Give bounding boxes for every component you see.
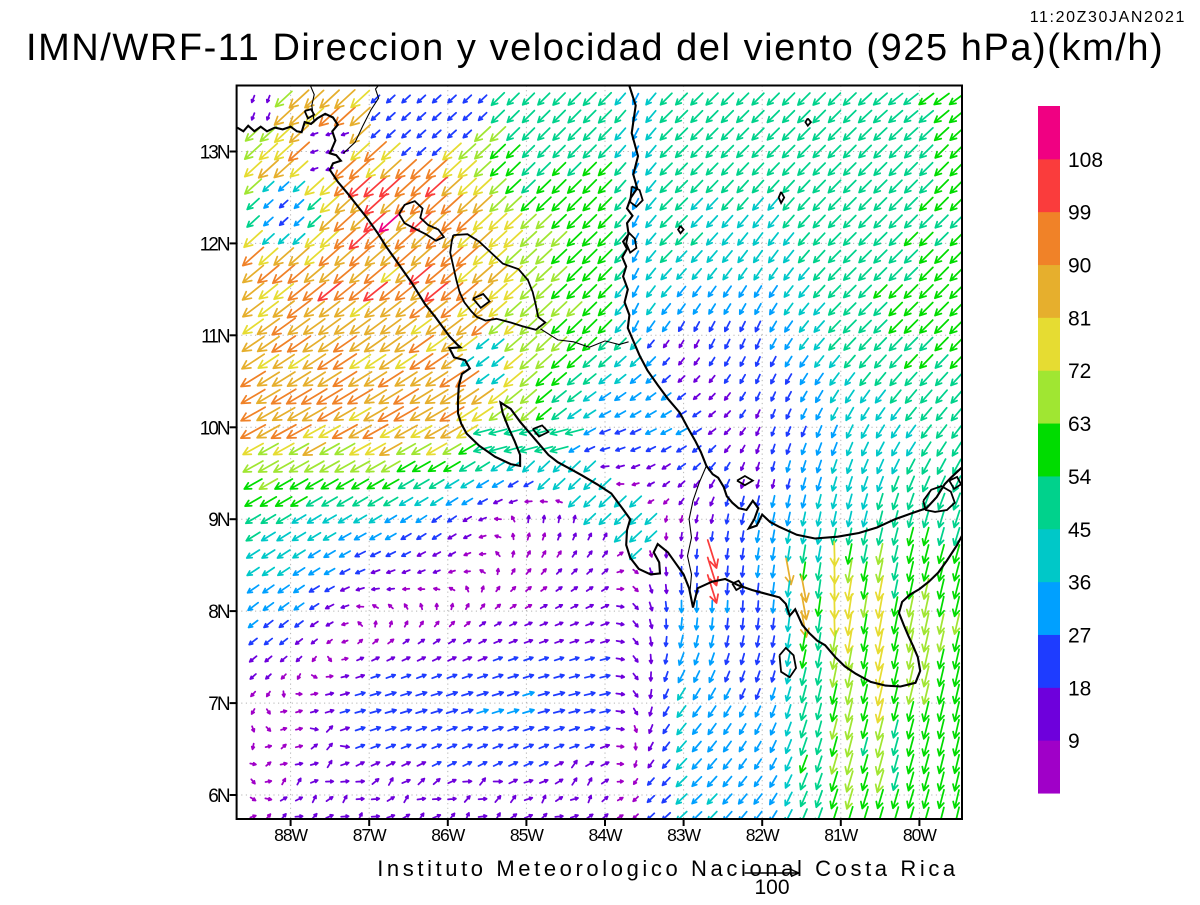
svg-text:81: 81 (1068, 307, 1091, 330)
svg-text:90: 90 (1068, 255, 1091, 278)
svg-text:80W: 80W (903, 825, 937, 845)
svg-text:7N: 7N (208, 694, 230, 715)
svg-text:83W: 83W (667, 825, 701, 845)
svg-text:81W: 81W (824, 825, 858, 845)
svg-text:82W: 82W (746, 825, 780, 845)
svg-text:27: 27 (1068, 625, 1091, 648)
svg-text:18: 18 (1068, 677, 1091, 700)
svg-text:13N: 13N (200, 143, 230, 164)
svg-text:9: 9 (1068, 730, 1080, 753)
svg-text:6N: 6N (208, 786, 230, 807)
svg-text:72: 72 (1068, 360, 1091, 383)
svg-text:63: 63 (1068, 413, 1091, 436)
svg-text:10N: 10N (200, 418, 230, 439)
svg-text:85W: 85W (510, 825, 544, 845)
svg-text:45: 45 (1068, 519, 1091, 542)
svg-text:54: 54 (1068, 466, 1092, 489)
svg-text:84W: 84W (589, 825, 623, 845)
svg-text:100: 100 (754, 876, 789, 899)
svg-text:Instituto Meteorologico Nacion: Instituto Meteorologico Nacional Costa R… (377, 856, 959, 881)
svg-text:IMN/WRF-11 Direccion y velocid: IMN/WRF-11 Direccion y velocidad del vie… (26, 27, 1164, 69)
svg-text:12N: 12N (200, 234, 230, 255)
svg-text:11N: 11N (201, 326, 230, 347)
svg-text:11:20Z30JAN2021: 11:20Z30JAN2021 (1030, 9, 1186, 26)
svg-text:9N: 9N (208, 510, 230, 531)
svg-text:99: 99 (1068, 202, 1091, 225)
svg-text:87W: 87W (353, 825, 387, 845)
svg-text:108: 108 (1068, 149, 1103, 172)
svg-text:88W: 88W (274, 825, 308, 845)
svg-text:8N: 8N (208, 602, 230, 623)
svg-text:36: 36 (1068, 572, 1091, 595)
svg-text:86W: 86W (431, 825, 465, 845)
